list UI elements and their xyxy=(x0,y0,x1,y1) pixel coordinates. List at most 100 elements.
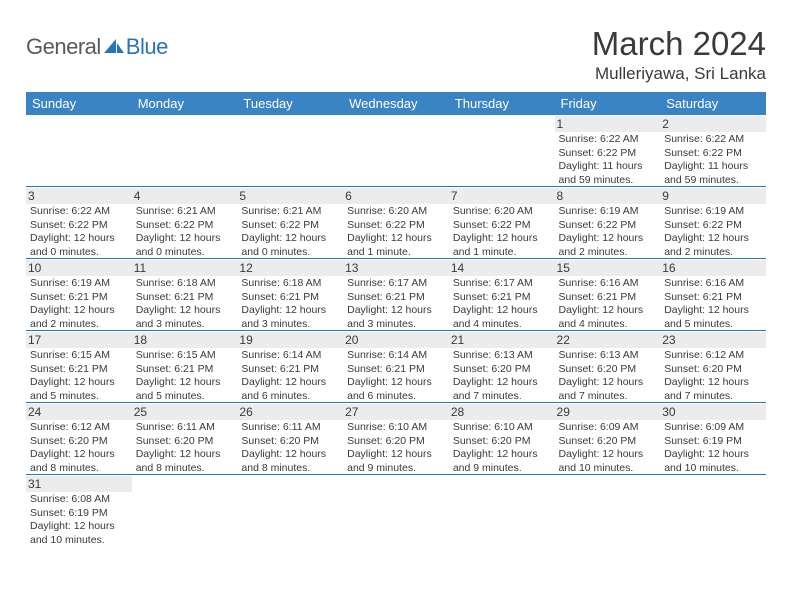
sunset-text: Sunset: 6:20 PM xyxy=(559,435,657,448)
day-number: 8 xyxy=(555,188,661,204)
calendar-cell: 6Sunrise: 6:20 AMSunset: 6:22 PMDaylight… xyxy=(343,187,449,259)
sail-icon xyxy=(103,38,125,56)
day-info: Sunrise: 6:19 AMSunset: 6:22 PMDaylight:… xyxy=(559,205,657,259)
sunset-text: Sunset: 6:22 PM xyxy=(241,219,339,232)
day-number: 30 xyxy=(660,404,766,420)
calendar-cell: 3Sunrise: 6:22 AMSunset: 6:22 PMDaylight… xyxy=(26,187,132,259)
title-block: March 2024 Mulleriyawa, Sri Lanka xyxy=(592,26,766,84)
day-number: 23 xyxy=(660,332,766,348)
day-info: Sunrise: 6:12 AMSunset: 6:20 PMDaylight:… xyxy=(30,421,128,475)
sunrise-text: Sunrise: 6:19 AM xyxy=(559,205,657,218)
logo: General Blue xyxy=(26,26,168,60)
day-number: 15 xyxy=(555,260,661,276)
calendar-cell: 4Sunrise: 6:21 AMSunset: 6:22 PMDaylight… xyxy=(132,187,238,259)
calendar-cell: 0. xyxy=(26,115,132,187)
day-info: Sunrise: 6:17 AMSunset: 6:21 PMDaylight:… xyxy=(453,277,551,331)
day-number: 22 xyxy=(555,332,661,348)
daylight-text: Daylight: 12 hours and 6 minutes. xyxy=(241,376,339,403)
day-number: 28 xyxy=(449,404,555,420)
daylight-text: Daylight: 12 hours and 4 minutes. xyxy=(559,304,657,331)
day-info: Sunrise: 6:15 AMSunset: 6:21 PMDaylight:… xyxy=(30,349,128,403)
sunrise-text: Sunrise: 6:19 AM xyxy=(30,277,128,290)
sunset-text: Sunset: 6:22 PM xyxy=(30,219,128,232)
sunrise-text: Sunrise: 6:22 AM xyxy=(559,133,657,146)
sunrise-text: Sunrise: 6:13 AM xyxy=(453,349,551,362)
daylight-text: Daylight: 12 hours and 10 minutes. xyxy=(664,448,762,475)
day-info: Sunrise: 6:20 AMSunset: 6:22 PMDaylight:… xyxy=(453,205,551,259)
calendar-cell: 25Sunrise: 6:11 AMSunset: 6:20 PMDayligh… xyxy=(132,403,238,475)
day-number: 14 xyxy=(449,260,555,276)
calendar-cell: 2Sunrise: 6:22 AMSunset: 6:22 PMDaylight… xyxy=(660,115,766,187)
weekday-header: Thursday xyxy=(449,92,555,115)
sunrise-text: Sunrise: 6:10 AM xyxy=(453,421,551,434)
day-number: 18 xyxy=(132,332,238,348)
calendar-cell: 21Sunrise: 6:13 AMSunset: 6:20 PMDayligh… xyxy=(449,331,555,403)
calendar-cell: 19Sunrise: 6:14 AMSunset: 6:21 PMDayligh… xyxy=(237,331,343,403)
day-number: 5 xyxy=(237,188,343,204)
day-number: 21 xyxy=(449,332,555,348)
sunset-text: Sunset: 6:21 PM xyxy=(453,291,551,304)
daylight-text: Daylight: 12 hours and 10 minutes. xyxy=(559,448,657,475)
sunset-text: Sunset: 6:22 PM xyxy=(664,147,762,160)
day-number: 19 xyxy=(237,332,343,348)
day-info: Sunrise: 6:10 AMSunset: 6:20 PMDaylight:… xyxy=(347,421,445,475)
sunrise-text: Sunrise: 6:14 AM xyxy=(241,349,339,362)
daylight-text: Daylight: 12 hours and 3 minutes. xyxy=(347,304,445,331)
calendar-cell: 14Sunrise: 6:17 AMSunset: 6:21 PMDayligh… xyxy=(449,259,555,331)
daylight-text: Daylight: 12 hours and 2 minutes. xyxy=(559,232,657,259)
daylight-text: Daylight: 12 hours and 7 minutes. xyxy=(559,376,657,403)
sunset-text: Sunset: 6:21 PM xyxy=(664,291,762,304)
day-info: Sunrise: 6:19 AMSunset: 6:22 PMDaylight:… xyxy=(664,205,762,259)
daylight-text: Daylight: 12 hours and 4 minutes. xyxy=(453,304,551,331)
day-info: Sunrise: 6:21 AMSunset: 6:22 PMDaylight:… xyxy=(136,205,234,259)
day-info: Sunrise: 6:15 AMSunset: 6:21 PMDaylight:… xyxy=(136,349,234,403)
weekday-header: Sunday xyxy=(26,92,132,115)
day-number: 13 xyxy=(343,260,449,276)
calendar-cell: 28Sunrise: 6:10 AMSunset: 6:20 PMDayligh… xyxy=(449,403,555,475)
calendar-row: 10Sunrise: 6:19 AMSunset: 6:21 PMDayligh… xyxy=(26,259,766,331)
day-info: Sunrise: 6:13 AMSunset: 6:20 PMDaylight:… xyxy=(559,349,657,403)
sunrise-text: Sunrise: 6:19 AM xyxy=(664,205,762,218)
daylight-text: Daylight: 12 hours and 8 minutes. xyxy=(30,448,128,475)
sunset-text: Sunset: 6:20 PM xyxy=(453,435,551,448)
calendar-cell: 0. xyxy=(555,475,661,547)
calendar-cell: 0. xyxy=(449,115,555,187)
day-info: Sunrise: 6:22 AMSunset: 6:22 PMDaylight:… xyxy=(664,133,762,187)
daylight-text: Daylight: 12 hours and 9 minutes. xyxy=(347,448,445,475)
location: Mulleriyawa, Sri Lanka xyxy=(592,64,766,84)
calendar-row: 24Sunrise: 6:12 AMSunset: 6:20 PMDayligh… xyxy=(26,403,766,475)
daylight-text: Daylight: 12 hours and 1 minute. xyxy=(347,232,445,259)
daylight-text: Daylight: 12 hours and 5 minutes. xyxy=(30,376,128,403)
daylight-text: Daylight: 12 hours and 0 minutes. xyxy=(136,232,234,259)
calendar-cell: 31Sunrise: 6:08 AMSunset: 6:19 PMDayligh… xyxy=(26,475,132,547)
daylight-text: Daylight: 12 hours and 3 minutes. xyxy=(241,304,339,331)
sunrise-text: Sunrise: 6:17 AM xyxy=(453,277,551,290)
weekday-header: Friday xyxy=(555,92,661,115)
day-info: Sunrise: 6:16 AMSunset: 6:21 PMDaylight:… xyxy=(664,277,762,331)
day-number: 16 xyxy=(660,260,766,276)
calendar-cell: 0. xyxy=(343,115,449,187)
sunset-text: Sunset: 6:20 PM xyxy=(136,435,234,448)
sunset-text: Sunset: 6:21 PM xyxy=(347,291,445,304)
calendar-cell: 18Sunrise: 6:15 AMSunset: 6:21 PMDayligh… xyxy=(132,331,238,403)
day-info: Sunrise: 6:09 AMSunset: 6:19 PMDaylight:… xyxy=(664,421,762,475)
sunrise-text: Sunrise: 6:15 AM xyxy=(136,349,234,362)
calendar-cell: 0. xyxy=(449,475,555,547)
sunset-text: Sunset: 6:19 PM xyxy=(664,435,762,448)
calendar-row: 31Sunrise: 6:08 AMSunset: 6:19 PMDayligh… xyxy=(26,475,766,547)
sunset-text: Sunset: 6:22 PM xyxy=(559,147,657,160)
day-number: 4 xyxy=(132,188,238,204)
sunset-text: Sunset: 6:21 PM xyxy=(136,291,234,304)
calendar-cell: 0. xyxy=(132,115,238,187)
day-number: 29 xyxy=(555,404,661,420)
logo-text-blue: Blue xyxy=(126,34,168,60)
sunset-text: Sunset: 6:20 PM xyxy=(664,363,762,376)
calendar-cell: 24Sunrise: 6:12 AMSunset: 6:20 PMDayligh… xyxy=(26,403,132,475)
calendar-cell: 15Sunrise: 6:16 AMSunset: 6:21 PMDayligh… xyxy=(555,259,661,331)
sunset-text: Sunset: 6:20 PM xyxy=(241,435,339,448)
sunset-text: Sunset: 6:20 PM xyxy=(559,363,657,376)
day-number: 11 xyxy=(132,260,238,276)
sunset-text: Sunset: 6:21 PM xyxy=(347,363,445,376)
calendar-cell: 27Sunrise: 6:10 AMSunset: 6:20 PMDayligh… xyxy=(343,403,449,475)
sunrise-text: Sunrise: 6:12 AM xyxy=(664,349,762,362)
